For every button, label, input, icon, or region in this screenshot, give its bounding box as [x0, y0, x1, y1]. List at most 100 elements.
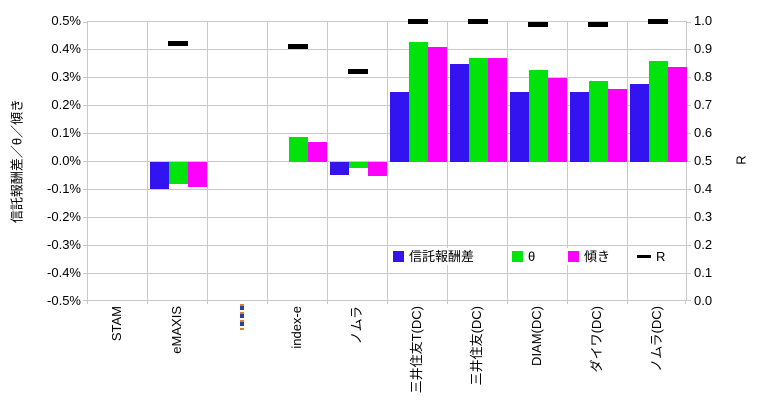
bar-fee-diff-6	[449, 64, 469, 162]
gridline-vertical	[147, 22, 148, 300]
x-axis-tick-mark	[387, 300, 388, 304]
bar-theta-8	[588, 81, 608, 162]
x-axis-tick-mark	[447, 300, 448, 304]
left-axis-tick-label: 0.2%	[51, 97, 81, 112]
right-axis-tick-label: 0.5	[694, 153, 713, 168]
bar-slope-9	[667, 67, 687, 162]
right-axis-title: R	[733, 155, 749, 165]
left-axis-tick-mark	[83, 49, 87, 50]
bar-theta-7	[528, 70, 548, 162]
x-axis-tick-mark	[267, 300, 268, 304]
bar-slope-6	[487, 58, 507, 162]
x-axis-tick-mark	[327, 300, 328, 304]
r-marker-7	[528, 22, 548, 27]
right-axis-tick-label: 1.0	[694, 13, 713, 28]
x-axis-label-1: eMAXIS	[169, 306, 184, 354]
bar-slope-8	[607, 89, 627, 162]
left-axis-tick-label: -0.1%	[47, 181, 81, 196]
left-axis-tick-mark	[83, 133, 87, 134]
bar-fee-diff-4	[329, 162, 349, 175]
x-axis-label-5: 三井住友T(DC)	[409, 306, 424, 394]
left-axis-tick-mark	[83, 273, 87, 274]
bar-slope-5	[427, 47, 447, 162]
bar-theta-5	[408, 42, 428, 162]
right-axis-tick-mark	[687, 300, 691, 301]
gridline-vertical	[447, 22, 448, 300]
x-axis-label-9: ノムラ(DC)	[649, 306, 664, 372]
r-marker-4	[348, 69, 368, 74]
gridline-vertical	[507, 22, 508, 300]
bar-theta-4	[348, 162, 368, 168]
left-axis-tick-mark	[83, 189, 87, 190]
right-axis-tick-mark	[687, 217, 691, 218]
right-axis-tick-label: 0.7	[694, 97, 713, 112]
plot-area	[83, 19, 691, 304]
r-marker-9	[648, 19, 668, 24]
left-axis-tick-label: -0.3%	[47, 237, 81, 252]
right-axis-tick-label: 0.0	[694, 293, 713, 308]
left-axis-tick-mark	[83, 105, 87, 106]
left-axis-tick-mark	[83, 300, 87, 301]
left-axis-tick-mark	[83, 77, 87, 78]
bar-fee-diff-9	[629, 84, 649, 162]
right-axis-tick-mark	[687, 105, 691, 106]
bar-slope-3	[307, 142, 327, 162]
bar-slope-1	[187, 162, 207, 187]
left-axis-title: 信託報酬差／θ／傾き	[9, 98, 25, 224]
x-axis-label-4: ノムラ	[349, 306, 364, 345]
bar-fee-diff-1	[149, 162, 169, 189]
gridline-vertical	[567, 22, 568, 300]
left-axis-tick-mark	[83, 22, 87, 23]
bar-fee-diff-8	[569, 92, 589, 162]
r-marker-5	[408, 19, 428, 24]
x-axis-tick-mark	[147, 300, 148, 304]
gridline-vertical	[627, 22, 628, 300]
r-marker-1	[168, 41, 188, 46]
bar-slope-4	[367, 162, 387, 176]
bar-theta-1	[168, 162, 188, 184]
right-axis-tick-mark	[687, 77, 691, 78]
left-axis-tick-label: 0.3%	[51, 69, 81, 84]
right-axis-tick-label: 0.1	[694, 265, 713, 280]
gridline-vertical	[327, 22, 328, 300]
bar-theta-3	[288, 137, 308, 162]
right-axis-tick-label: 0.3	[694, 209, 713, 224]
bar-slope-7	[547, 78, 567, 162]
left-axis-tick-mark	[83, 245, 87, 246]
right-axis-tick-mark	[687, 273, 691, 274]
right-axis-tick-mark	[687, 49, 691, 50]
x-axis-label-7: DIAM(DC)	[529, 306, 544, 366]
left-axis-tick-label: 0.4%	[51, 41, 81, 56]
bar-theta-6	[468, 58, 488, 162]
x-axis-tick-mark	[627, 300, 628, 304]
left-axis-tick-label: -0.5%	[47, 293, 81, 308]
right-axis-tick-label: 0.4	[694, 181, 713, 196]
right-axis-tick-label: 0.9	[694, 41, 713, 56]
left-axis-tick-label: 0.1%	[51, 125, 81, 140]
x-axis-tick-mark	[87, 300, 88, 304]
x-axis-label-6: 三井住友(DC)	[469, 306, 484, 386]
right-axis-tick-mark	[687, 161, 691, 162]
left-axis-tick-mark	[83, 217, 87, 218]
gridline-vertical	[267, 22, 268, 300]
left-axis-tick-label: -0.2%	[47, 209, 81, 224]
right-axis-tick-mark	[687, 133, 691, 134]
x-axis-tick-mark	[685, 300, 686, 304]
bar-fee-diff-5	[389, 92, 409, 162]
r-marker-8	[588, 22, 608, 27]
right-axis-tick-mark	[687, 189, 691, 190]
x-axis-label-8: ダイワ(DC)	[589, 306, 604, 373]
gridline-vertical	[207, 22, 208, 300]
r-marker-6	[468, 19, 488, 24]
left-axis-tick-label: 0.5%	[51, 13, 81, 28]
right-axis-tick-mark	[687, 245, 691, 246]
right-axis-tick-label: 0.6	[694, 125, 713, 140]
left-axis-tick-mark	[83, 161, 87, 162]
left-axis-tick-label: -0.4%	[47, 265, 81, 280]
category-label-dashes-icon	[240, 304, 244, 330]
x-axis-label-0: STAM	[109, 306, 124, 342]
bar-theta-9	[648, 61, 668, 162]
x-axis-tick-mark	[507, 300, 508, 304]
right-axis-tick-mark	[687, 22, 691, 23]
